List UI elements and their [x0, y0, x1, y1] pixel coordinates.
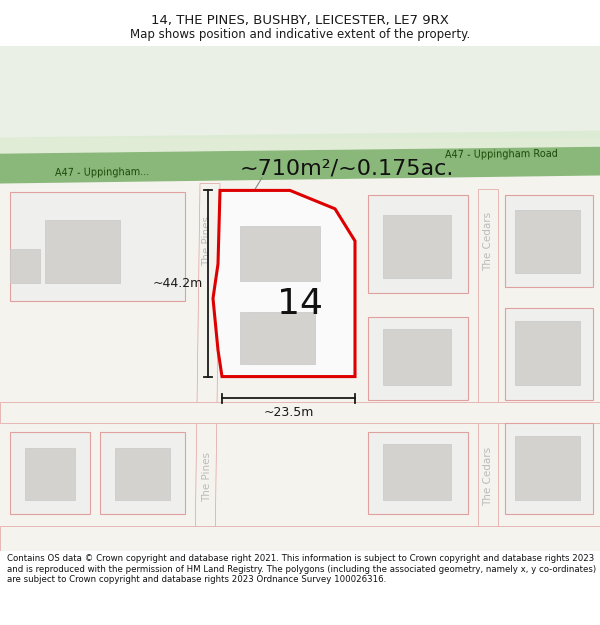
Text: 14, THE PINES, BUSHBY, LEICESTER, LE7 9RX: 14, THE PINES, BUSHBY, LEICESTER, LE7 9R…	[151, 14, 449, 27]
Bar	[0, 46, 600, 138]
Text: The Cedars: The Cedars	[483, 447, 493, 506]
Text: Map shows position and indicative extent of the property.: Map shows position and indicative extent…	[130, 28, 470, 41]
Text: ~44.2m: ~44.2m	[153, 277, 203, 290]
Bar	[368, 432, 468, 514]
Bar	[10, 249, 40, 284]
Bar	[0, 402, 600, 422]
Bar	[25, 448, 75, 499]
Bar	[240, 226, 320, 281]
Bar	[505, 422, 593, 514]
Text: The Pines: The Pines	[202, 216, 212, 266]
Bar	[115, 448, 170, 499]
Text: A47 - Uppingham Road: A47 - Uppingham Road	[445, 149, 558, 161]
Bar	[240, 312, 315, 364]
Text: ~710m²/~0.175ac.: ~710m²/~0.175ac.	[240, 159, 454, 179]
Text: ~23.5m: ~23.5m	[263, 406, 314, 419]
Bar	[515, 321, 580, 384]
Bar	[383, 329, 451, 384]
Bar	[45, 220, 120, 284]
Bar	[0, 526, 600, 551]
Bar	[515, 210, 580, 273]
Bar	[368, 317, 468, 399]
Text: 14: 14	[277, 287, 323, 321]
Bar	[10, 192, 185, 301]
Bar	[505, 195, 593, 287]
Text: The Cedars: The Cedars	[483, 211, 493, 271]
Polygon shape	[478, 189, 498, 551]
Bar	[100, 432, 185, 514]
Polygon shape	[0, 131, 600, 154]
Text: The Pines: The Pines	[202, 451, 212, 501]
Text: Contains OS data © Crown copyright and database right 2021. This information is : Contains OS data © Crown copyright and d…	[7, 554, 596, 584]
Bar	[10, 432, 90, 514]
Bar	[383, 444, 451, 499]
Bar	[383, 214, 451, 278]
Bar	[515, 436, 580, 499]
Polygon shape	[213, 191, 355, 377]
Bar	[368, 195, 468, 292]
Polygon shape	[0, 147, 600, 184]
Polygon shape	[195, 184, 220, 551]
Bar	[505, 308, 593, 399]
Text: A47 - Uppingham...: A47 - Uppingham...	[55, 166, 149, 177]
